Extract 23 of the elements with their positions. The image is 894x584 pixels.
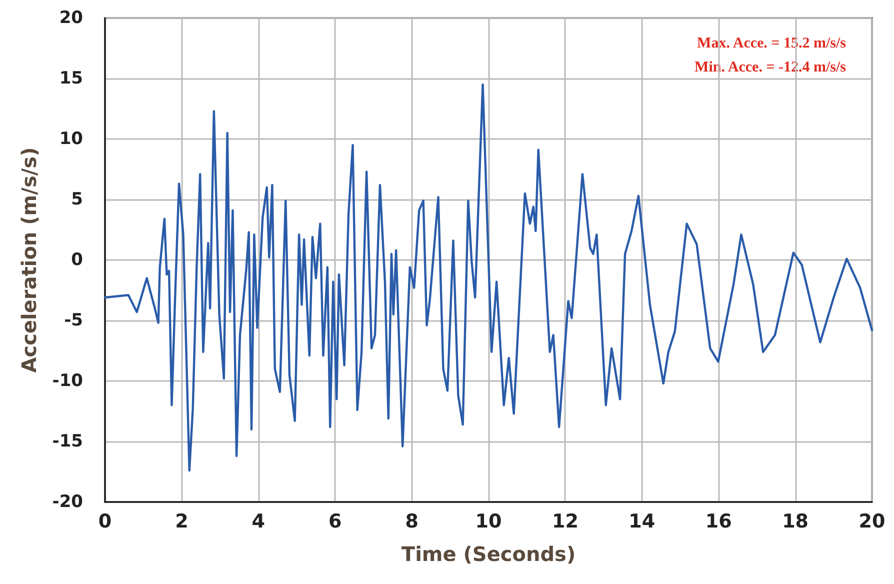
- x-tick-label: 20: [858, 510, 886, 532]
- y-axis-title: Acceleration (m/s/s): [17, 147, 41, 373]
- x-tick-label: 16: [705, 510, 732, 532]
- line-series: [104, 83, 874, 472]
- y-tick-label: 15: [59, 68, 83, 88]
- y-tick-label: 5: [71, 190, 83, 210]
- y-tick-label: 20: [59, 8, 84, 28]
- x-tick-label: 14: [628, 510, 656, 532]
- y-tick-label: 0: [71, 250, 84, 270]
- x-tick-label: 0: [98, 510, 112, 532]
- x-tick-label: 18: [782, 510, 809, 532]
- y-tick-label: 10: [59, 129, 84, 149]
- y-tick-label: -5: [64, 310, 83, 330]
- x-axis-title: Time (Seconds): [401, 542, 576, 566]
- x-tick-label: 8: [405, 510, 418, 532]
- x-tick-label: 12: [552, 510, 578, 532]
- x-tick-label: 6: [328, 510, 342, 532]
- y-tick-label: -10: [52, 371, 84, 391]
- y-tick-label: -20: [52, 492, 84, 512]
- x-tick-label: 10: [475, 510, 502, 532]
- y-tick-label: -15: [52, 432, 83, 452]
- x-tick-label: 2: [175, 510, 188, 532]
- x-tick-label: 4: [252, 510, 266, 532]
